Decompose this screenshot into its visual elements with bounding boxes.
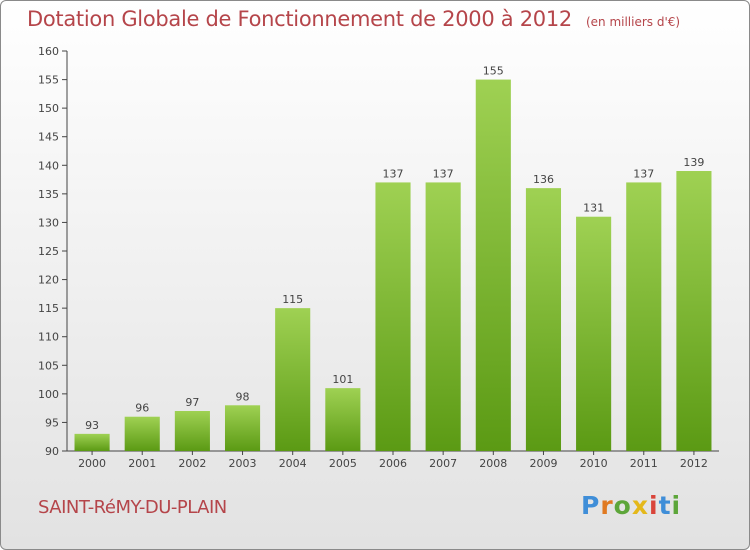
bar-value-label: 96 xyxy=(135,402,149,415)
bar-value-label: 97 xyxy=(185,396,199,409)
bar-value-label: 101 xyxy=(332,373,353,386)
bar xyxy=(174,411,210,451)
x-tick-label: 2006 xyxy=(379,457,407,470)
chart-title-text: Dotation Globale de Fonctionnement de 20… xyxy=(27,7,572,31)
data-labels: 93 96 97 98 115 101 137 137 155 136 131 137 139 xyxy=(85,65,704,432)
logo-letter: i xyxy=(649,491,659,520)
x-tick-label: 2001 xyxy=(128,457,156,470)
y-tick-label: 115 xyxy=(38,302,59,315)
y-tick-label: 160 xyxy=(38,45,59,58)
bar xyxy=(275,308,311,451)
y-tick-label: 105 xyxy=(38,359,59,372)
axes: 90 95 100 105 110 115 120 125 130 135 140 145 150 155… xyxy=(38,45,719,470)
bar-value-label: 137 xyxy=(433,167,454,180)
bar-value-label: 137 xyxy=(633,167,654,180)
x-tick-label: 2008 xyxy=(479,457,507,470)
bar xyxy=(425,182,461,451)
x-tick-label: 2007 xyxy=(429,457,457,470)
y-tick-label: 150 xyxy=(38,102,59,115)
x-tick-label: 2005 xyxy=(329,457,357,470)
bar xyxy=(525,188,562,451)
y-tick-label: 145 xyxy=(38,131,59,144)
commune-name: SAINT-RéMY-DU-PLAIN xyxy=(38,497,227,518)
x-tick-label: 2011 xyxy=(630,457,658,470)
bar xyxy=(475,79,511,452)
chart-title: Dotation Globale de Fonctionnement de 20… xyxy=(27,7,680,31)
x-tick-label: 2000 xyxy=(78,457,106,470)
y-tick-label: 130 xyxy=(38,216,59,229)
bar xyxy=(74,433,110,451)
y-tick-label: 90 xyxy=(45,445,59,458)
logo-letter: t xyxy=(658,491,672,520)
logo-letter: i xyxy=(671,491,682,520)
bar-value-label: 115 xyxy=(282,293,303,306)
x-tick-label: 2010 xyxy=(580,457,608,470)
x-tick-label: 2009 xyxy=(529,457,557,470)
x-tick-label: 2003 xyxy=(229,457,257,470)
x-tick-label: 2012 xyxy=(680,457,708,470)
bar xyxy=(325,388,361,451)
y-tick-label: 140 xyxy=(38,159,59,172)
bar xyxy=(375,182,411,451)
bar-value-label: 98 xyxy=(236,390,250,403)
bar-value-label: 139 xyxy=(683,156,704,169)
y-tick-label: 155 xyxy=(38,74,59,87)
bars xyxy=(74,79,712,452)
y-tick-label: 110 xyxy=(38,331,59,344)
bar xyxy=(576,216,612,451)
bar xyxy=(626,182,662,451)
bar-value-label: 136 xyxy=(533,173,554,186)
bar-value-label: 155 xyxy=(483,65,504,78)
x-tick-label: 2004 xyxy=(279,457,307,470)
y-tick-label: 135 xyxy=(38,188,59,201)
y-tick-label: 125 xyxy=(38,245,59,258)
logo-letter: o xyxy=(613,491,632,520)
y-tick-label: 95 xyxy=(45,416,59,429)
bar xyxy=(224,405,261,451)
proxiti-logo: Proxiti xyxy=(581,491,681,520)
x-tick-label: 2002 xyxy=(178,457,206,470)
logo-letter: r xyxy=(600,491,614,520)
bar-value-label: 93 xyxy=(85,419,99,432)
chart-unit-label: (en milliers d'€) xyxy=(585,15,681,29)
logo-letter: P xyxy=(581,491,601,520)
bar-value-label: 137 xyxy=(383,167,404,180)
bar xyxy=(676,171,712,451)
y-tick-label: 120 xyxy=(38,274,59,287)
bar xyxy=(124,416,160,451)
logo-letter: x xyxy=(631,491,649,520)
bar-value-label: 131 xyxy=(583,202,604,215)
y-tick-label: 100 xyxy=(38,388,59,401)
